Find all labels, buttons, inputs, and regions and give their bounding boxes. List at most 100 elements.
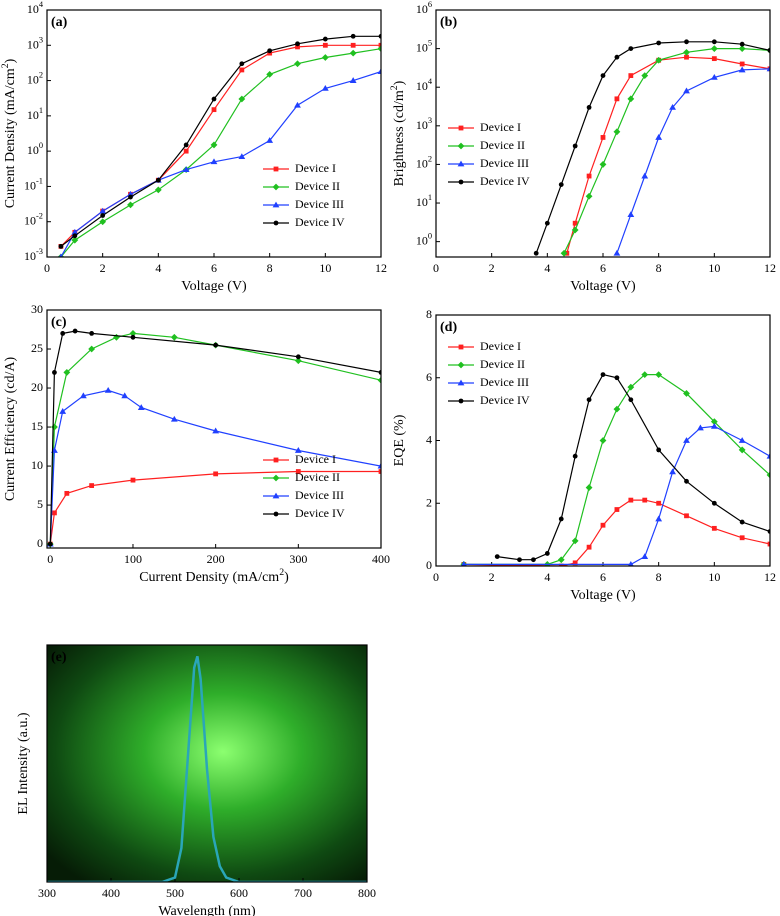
- marker: [655, 515, 663, 522]
- series-line: [47, 655, 367, 882]
- legend-marker: [458, 344, 464, 350]
- x-tick-label: 8: [267, 261, 273, 275]
- y-tick-label: 106: [416, 0, 432, 15]
- marker: [349, 49, 357, 57]
- marker: [349, 77, 357, 83]
- y-tick-label: 101: [27, 106, 43, 121]
- legend-marker: [458, 125, 464, 131]
- y-tick-label: 100: [27, 142, 43, 157]
- marker: [99, 218, 107, 226]
- marker: [614, 507, 620, 512]
- legend-label: Device III: [295, 197, 344, 211]
- legend-marker: [458, 398, 464, 404]
- marker: [627, 383, 635, 391]
- marker: [642, 497, 648, 503]
- legend-marker: [457, 361, 465, 369]
- legend-label: Device II: [295, 470, 340, 484]
- legend-marker: [272, 474, 280, 482]
- legend-marker: [457, 160, 465, 167]
- marker: [571, 537, 579, 545]
- marker: [294, 357, 302, 365]
- y-tick-label: 25: [31, 341, 43, 355]
- marker: [210, 141, 218, 149]
- marker: [613, 128, 621, 136]
- marker: [560, 249, 568, 257]
- marker: [183, 148, 189, 154]
- y-tick-label: 30: [31, 302, 43, 316]
- marker: [739, 61, 745, 67]
- legend-label: Device IV: [480, 393, 530, 407]
- x-tick-label: 0: [47, 552, 53, 566]
- marker: [494, 554, 500, 559]
- marker: [738, 66, 746, 73]
- marker: [377, 45, 381, 53]
- marker: [613, 405, 621, 413]
- marker: [378, 469, 381, 474]
- marker: [641, 553, 649, 559]
- x-tick-label: 500: [166, 886, 184, 900]
- legend-label: Device I: [295, 452, 336, 466]
- marker: [572, 453, 578, 459]
- marker: [267, 48, 273, 54]
- plot-frame: [46, 309, 382, 549]
- plot-frame: [435, 314, 771, 567]
- marker: [295, 44, 300, 50]
- marker: [585, 484, 593, 491]
- marker: [377, 376, 381, 384]
- x-tick-label: 6: [211, 261, 217, 275]
- marker: [377, 462, 381, 469]
- legend-marker: [273, 220, 279, 226]
- marker: [60, 331, 66, 336]
- marker: [711, 56, 717, 62]
- marker: [599, 437, 607, 444]
- marker: [766, 65, 770, 72]
- panel-label: (d): [440, 320, 457, 335]
- marker: [710, 422, 718, 429]
- marker: [684, 39, 689, 45]
- marker: [683, 437, 690, 443]
- y-axis-label: Brightness (cd/m2): [389, 80, 407, 186]
- plot-frame: [435, 9, 771, 258]
- marker: [627, 95, 635, 103]
- y-tick-label: 10-3: [24, 247, 43, 262]
- marker: [63, 369, 71, 376]
- marker: [321, 84, 329, 91]
- marker: [628, 397, 634, 403]
- legend-marker: [273, 457, 279, 463]
- marker: [294, 447, 302, 453]
- series-line: [535, 41, 770, 254]
- marker: [711, 500, 717, 506]
- marker: [586, 104, 592, 110]
- x-tick-label: 0: [433, 570, 439, 584]
- marker: [739, 535, 745, 541]
- marker: [377, 68, 381, 74]
- marker: [684, 478, 689, 484]
- x-tick-label: 0: [44, 261, 50, 275]
- marker: [641, 72, 649, 79]
- y-tick-label: 102: [27, 71, 43, 86]
- marker: [170, 415, 178, 422]
- marker: [322, 36, 328, 42]
- marker: [88, 345, 96, 353]
- marker: [710, 45, 718, 53]
- legend-marker: [457, 142, 465, 150]
- x-tick-label: 2: [489, 570, 495, 584]
- marker: [738, 446, 746, 454]
- y-axis-label: Current Efficiency (cd/A): [3, 356, 18, 501]
- marker: [295, 41, 300, 47]
- marker: [767, 541, 770, 547]
- y-tick-label: 20: [31, 380, 43, 394]
- marker: [766, 471, 770, 479]
- legend-marker: [272, 183, 280, 191]
- marker: [738, 437, 746, 443]
- y-axis-label: Current Density (mA/cm2): [0, 58, 18, 208]
- legend-marker: [457, 379, 465, 386]
- x-tick-label: 300: [289, 552, 307, 566]
- marker: [266, 137, 274, 143]
- legend-label: Device IV: [295, 215, 345, 229]
- legend-marker: [273, 511, 279, 517]
- series-line: [563, 48, 770, 254]
- series-line: [49, 470, 381, 545]
- marker: [627, 561, 634, 566]
- y-tick-label: 103: [416, 116, 432, 131]
